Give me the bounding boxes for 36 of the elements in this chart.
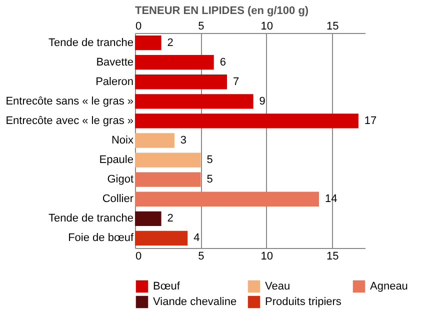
legend-label: Bœuf <box>153 280 181 292</box>
legend-label: Produits tripiers <box>265 296 342 308</box>
y-tick-label: Paleron <box>96 76 134 88</box>
x-tick-label: 10 <box>260 20 274 32</box>
data-label: 5 <box>206 174 213 186</box>
chart-title: TENEUR EN LIPIDES (en g/100 g) <box>135 5 309 17</box>
y-tick-label: Bavette <box>96 56 134 68</box>
x-tick-label: 15 <box>326 20 339 32</box>
x2-tick-label: 5 <box>198 250 204 262</box>
y-tick-label: Noix <box>111 134 134 146</box>
data-label: 2 <box>167 212 174 225</box>
y-tick-label: Epaule <box>99 154 134 166</box>
data-label: 14 <box>325 193 338 206</box>
x-tick-label: 5 <box>198 20 204 32</box>
data-label: 2 <box>167 36 174 49</box>
y-tick-label: Gigot <box>107 174 134 186</box>
x-tick-label: 0 <box>136 20 142 32</box>
data-label: 6 <box>220 56 226 68</box>
x2-tick-label: 15 <box>326 250 339 262</box>
legend-label: Agneau <box>370 280 408 292</box>
data-label: 3 <box>180 134 187 146</box>
y-tick-label: Tende de tranche <box>48 36 134 49</box>
data-label: 7 <box>233 76 240 88</box>
y-tick-label: Foie de bœuf <box>68 232 134 244</box>
legend-label: Veau <box>265 280 290 292</box>
x2-tick-label: 10 <box>260 250 274 262</box>
x2-tick-label: 0 <box>136 250 142 262</box>
y-tick-label: Collier <box>102 193 134 206</box>
data-label: 17 <box>364 114 377 127</box>
data-label: 4 <box>194 232 200 244</box>
data-label: 9 <box>259 95 266 108</box>
legend-label: Viande chevaline <box>153 296 237 308</box>
data-label: 5 <box>206 154 213 166</box>
y-tick-label: Entrecôte sans « le gras » <box>6 95 134 108</box>
y-tick-label: Entrecôte avec « le gras » <box>6 114 134 127</box>
y-tick-label: Tende de tranche <box>48 212 134 225</box>
